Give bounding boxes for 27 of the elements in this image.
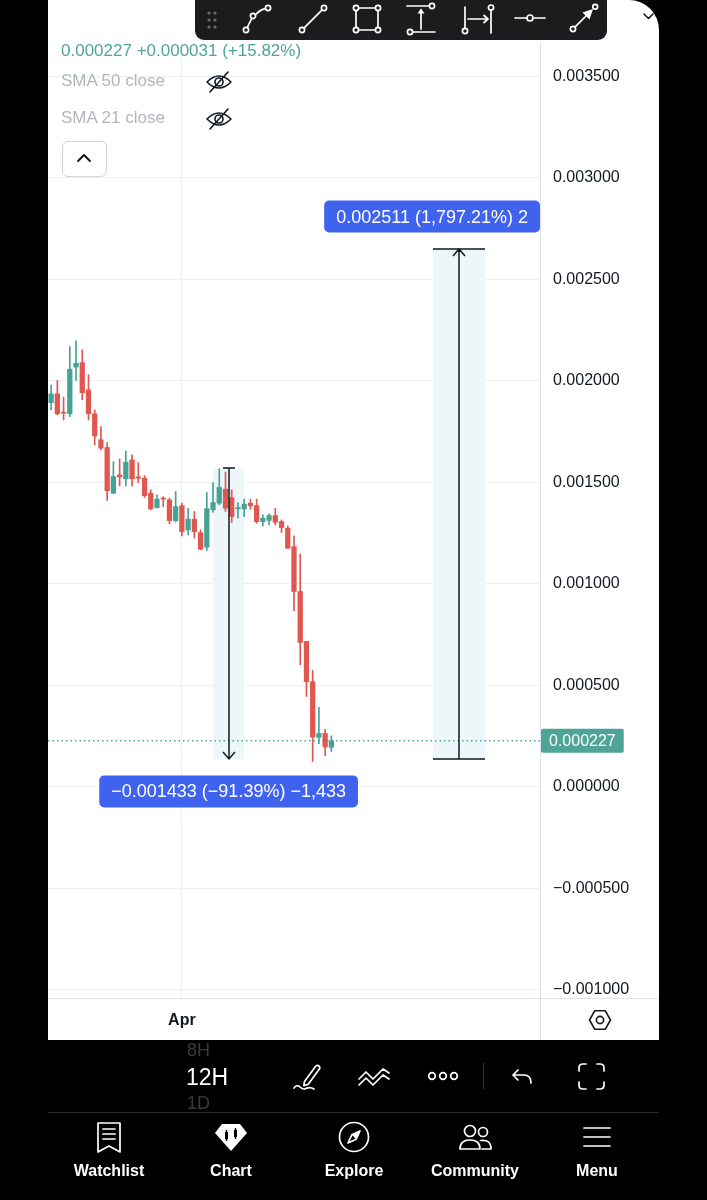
y-tick-label: 0.003000 xyxy=(553,168,620,186)
annotation: SMA 21 close xyxy=(61,108,165,127)
y-tick-label: −0.001000 xyxy=(553,980,630,998)
x-tick-label: Apr xyxy=(168,1011,196,1029)
text: Menu xyxy=(575,1162,619,1179)
text: Watchlist xyxy=(72,1162,146,1179)
y-tick-label: 0.003500 xyxy=(553,66,620,84)
y-tick-label: 0.002500 xyxy=(553,269,620,287)
candlestick xyxy=(316,706,322,745)
y-tick-label: −0.000500 xyxy=(553,878,630,896)
y-tick-label: 0.000500 xyxy=(553,675,620,693)
y-tick-label: 0.001000 xyxy=(553,574,620,592)
band-label: 0.002511 (1,797.21%) 2 xyxy=(336,206,528,227)
chart-subtitle: 0.000227 +0.000031 (+15.82%) xyxy=(61,41,302,60)
text: 1D xyxy=(187,1093,211,1113)
band-label: −0.001433 (−91.39%) −1,433 xyxy=(111,781,346,802)
text: Community xyxy=(430,1162,520,1179)
text: 12H xyxy=(186,1064,229,1090)
text: Chart xyxy=(209,1162,253,1179)
y-tick-label: 0.002000 xyxy=(553,371,620,389)
y-tick-label: 0.001500 xyxy=(553,472,620,490)
y-tick-label: 0.000000 xyxy=(553,777,620,795)
text: Explore xyxy=(323,1162,385,1179)
ref-line-label: 0.000227 xyxy=(549,732,616,750)
annotation: SMA 50 close xyxy=(61,71,165,90)
candlestick xyxy=(73,340,79,381)
text: 8H xyxy=(187,1040,211,1060)
